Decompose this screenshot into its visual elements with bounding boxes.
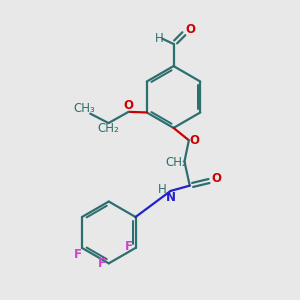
Text: N: N [166, 191, 176, 204]
Text: CH₂: CH₂ [165, 157, 187, 169]
Text: O: O [189, 134, 199, 147]
Text: F: F [98, 257, 105, 270]
Text: H: H [154, 32, 163, 45]
Text: F: F [125, 240, 133, 253]
Text: O: O [124, 100, 134, 112]
Text: CH₂: CH₂ [98, 122, 119, 135]
Text: H: H [158, 183, 166, 196]
Text: O: O [185, 23, 195, 36]
Text: O: O [212, 172, 221, 185]
Text: CH₃: CH₃ [73, 102, 94, 115]
Text: F: F [74, 248, 82, 261]
